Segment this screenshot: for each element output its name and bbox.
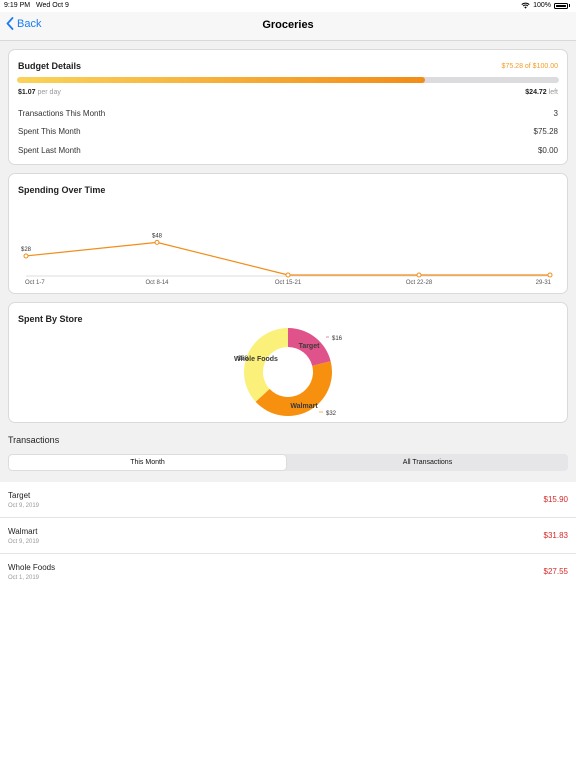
transaction-amount: $15.90 <box>543 495 568 504</box>
data-label: $48 <box>152 233 163 239</box>
spent-last-month-value: $0.00 <box>537 146 558 155</box>
transaction-row[interactable]: Whole Foods Oct 1, 2019 $27.55 <box>0 554 576 590</box>
page-title: Groceries <box>262 19 314 31</box>
x-tick-label: Oct 22-28 <box>406 280 433 286</box>
spent-by-store-card: Spent By Store $16 Target $32 Walmart $28 Who… <box>8 302 568 423</box>
budget-title: Budget Details <box>18 61 82 71</box>
status-date: Wed Oct 9 <box>36 2 69 9</box>
transaction-store: Whole Foods <box>8 563 56 572</box>
budget-details-card: Budget Details $75.28 of $100.00 $1.07 p… <box>8 49 568 165</box>
blank-area <box>0 588 576 768</box>
slice-name-label: Target <box>299 343 321 350</box>
back-button[interactable]: Back <box>6 17 41 30</box>
data-label: $28 <box>21 247 32 253</box>
transaction-date: Oct 1, 2019 <box>8 575 40 581</box>
data-point <box>547 272 553 278</box>
transactions-this-month-value: 3 <box>553 109 558 118</box>
donut-slice-target <box>288 328 331 366</box>
transaction-amount: $27.55 <box>543 567 568 576</box>
budget-amount: $75.28 of $100.00 <box>501 63 558 70</box>
slice-name-label: Walmart <box>290 403 318 410</box>
remaining-suffix: left <box>548 89 558 96</box>
transaction-store: Target <box>8 491 31 500</box>
donut-slice-walmart <box>255 361 333 417</box>
status-right: 100% <box>521 2 570 9</box>
battery-icon <box>554 2 568 9</box>
budget-progress-fill <box>17 77 426 83</box>
x-tick-label: Oct 15-21 <box>275 280 302 286</box>
transaction-row[interactable]: Walmart Oct 9, 2019 $31.83 <box>0 518 576 554</box>
series-line <box>25 241 550 276</box>
x-tick-label: Oct 1-7 <box>25 280 45 286</box>
data-point <box>23 253 29 259</box>
transaction-list: Target Oct 9, 2019 $15.90 Walmart Oct 9,… <box>0 482 576 590</box>
transaction-amount: $31.83 <box>543 531 568 540</box>
remaining-text: $24.72 left <box>525 89 558 96</box>
tab-this-month[interactable]: This Month <box>9 455 286 470</box>
per-day-suffix: per day <box>37 89 61 96</box>
tab-all-transactions[interactable]: All Transactions <box>402 459 453 466</box>
slice-value-label: $16 <box>332 336 343 342</box>
status-time: 9:19 PM <box>4 2 31 9</box>
donut-slice-whole-foods <box>243 328 288 402</box>
transactions-this-month-label: Transactions This Month <box>18 109 106 118</box>
slice-value-label: $28 <box>238 356 249 362</box>
spending-line-chart: $28 Oct 1-7 $48 Oct 8-14 Oct 15-21 Oct 22-28 2… <box>21 233 553 286</box>
wifi-icon <box>521 2 530 9</box>
spent-this-month-label: Spent This Month <box>18 127 81 136</box>
stores-title: Spent By Store <box>18 314 83 324</box>
spending-title: Spending Over Time <box>18 185 106 195</box>
transaction-date: Oct 9, 2019 <box>8 503 40 509</box>
back-label: Back <box>17 17 42 30</box>
per-day-text: $1.07 per day <box>18 89 61 96</box>
content-area: Budget Details $75.28 of $100.00 $1.07 p… <box>0 41 576 768</box>
transaction-store: Walmart <box>8 527 38 536</box>
slice-name-label: Whole Foods <box>234 356 278 363</box>
data-point <box>285 272 291 278</box>
x-tick-label: 29-31 <box>536 280 552 286</box>
status-bar: 9:19 PM Wed Oct 9 100% <box>0 0 576 12</box>
data-point <box>154 239 160 245</box>
spending-over-time-card: Spending Over Time $28 Oct 1-7 $48 Oct 8-14… <box>8 173 568 294</box>
battery-tip <box>569 4 570 7</box>
transactions-segmented-control: This Month All Transactions <box>8 454 568 471</box>
data-point <box>416 272 422 278</box>
spent-last-month-label: Spent Last Month <box>18 146 81 155</box>
slice-value-label: $32 <box>326 411 337 417</box>
per-day-value: $1.07 <box>18 89 36 96</box>
x-tick-label: Oct 8-14 <box>145 280 169 286</box>
navigation-bar: Back Groceries <box>0 12 576 41</box>
chevron-left-icon <box>6 17 14 30</box>
remaining-value: $24.72 <box>525 89 547 96</box>
transaction-date: Oct 9, 2019 <box>8 539 40 545</box>
transaction-row[interactable]: Target Oct 9, 2019 $15.90 <box>0 482 576 518</box>
spent-this-month-value: $75.28 <box>533 127 558 136</box>
battery-percent: 100% <box>533 2 551 9</box>
budget-progress-bar <box>17 77 559 83</box>
transactions-heading: Transactions <box>8 435 60 445</box>
